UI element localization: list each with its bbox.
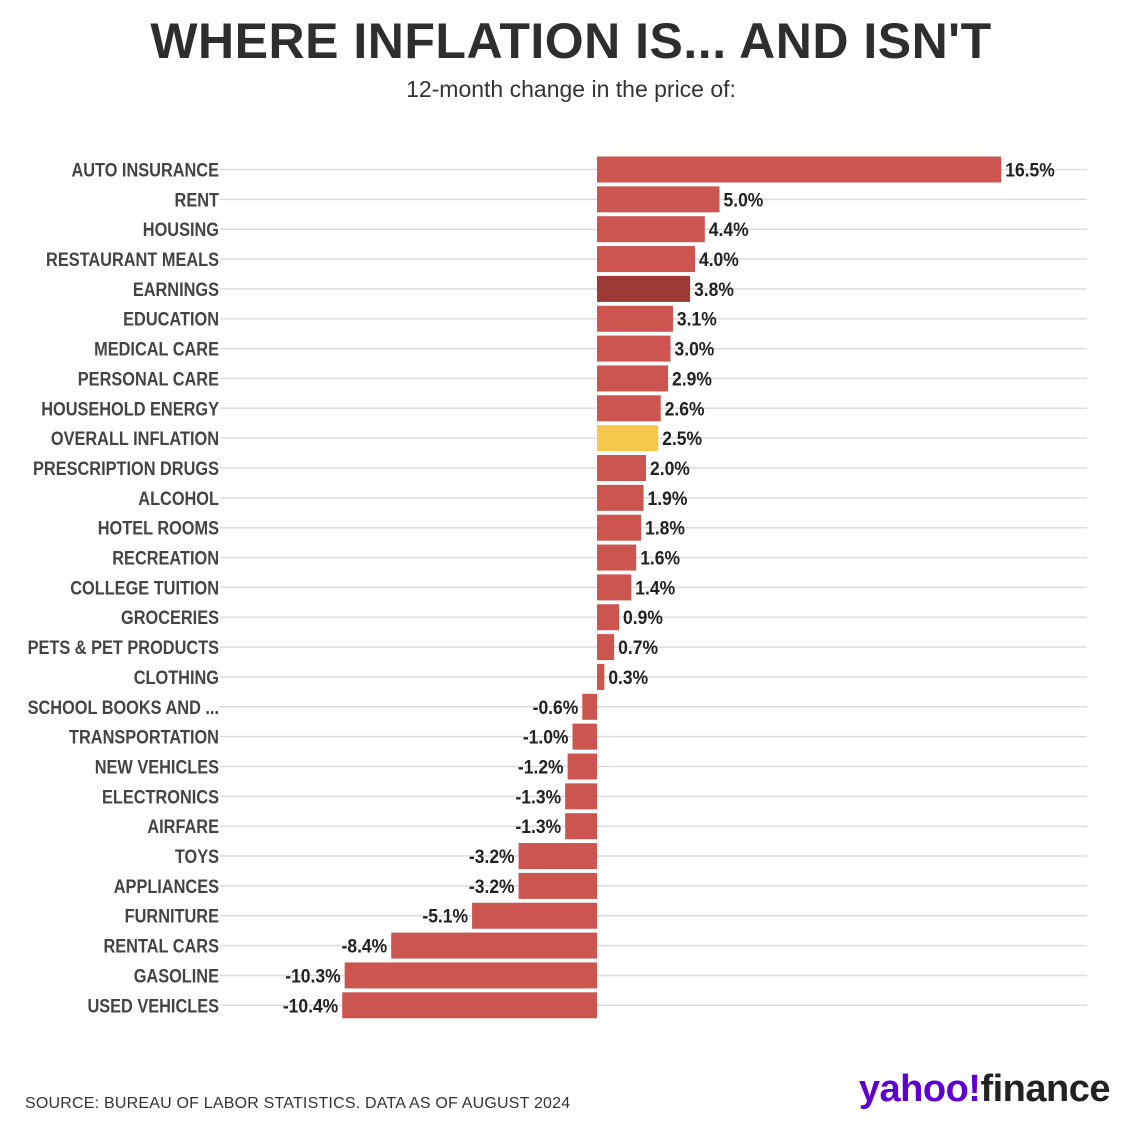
bar — [597, 484, 644, 511]
bar — [597, 634, 615, 661]
category-label: MEDICAL CARE — [94, 338, 219, 359]
bar — [565, 813, 597, 840]
category-label: AUTO INSURANCE — [71, 159, 219, 180]
category-label: COLLEGE TUITION — [70, 577, 219, 598]
bar — [597, 335, 671, 362]
bar — [597, 663, 605, 690]
value-label: -8.4% — [342, 935, 388, 957]
category-label: PERSONAL CARE — [78, 368, 219, 389]
category-label: AIRFARE — [147, 816, 219, 837]
value-label: -1.3% — [515, 786, 561, 808]
value-label: -1.0% — [523, 726, 569, 748]
category-label: ALCOHOL — [138, 488, 219, 509]
value-label: 3.8% — [694, 278, 734, 300]
category-label: APPLIANCES — [114, 876, 219, 897]
value-label: 1.8% — [645, 517, 685, 539]
value-label: 3.1% — [677, 308, 717, 330]
value-label: 2.5% — [662, 427, 702, 449]
bar — [567, 753, 597, 780]
value-label: -10.3% — [285, 965, 340, 987]
bar — [597, 604, 620, 631]
value-label: -5.1% — [422, 905, 468, 927]
value-label: 4.0% — [699, 248, 739, 270]
category-label: GROCERIES — [121, 607, 219, 628]
bar — [597, 395, 661, 422]
bar — [597, 455, 646, 481]
category-label: TRANSPORTATION — [69, 726, 219, 747]
bar-chart: AUTO INSURANCE 16.5% RENT 5.0% HOUSING 4.4% RE… — [28, 156, 1087, 1019]
value-label: 0.3% — [608, 666, 648, 688]
bar — [518, 843, 597, 870]
category-label: PRESCRIPTION DRUGS — [33, 458, 219, 479]
bar — [597, 156, 1002, 183]
category-label: HOTEL ROOMS — [98, 518, 219, 539]
category-label: RENTAL CARS — [104, 935, 220, 956]
source-note: SOURCE: BUREAU OF LABOR STATISTICS. DATA… — [25, 1095, 571, 1112]
bar — [342, 992, 597, 1019]
chart-title: WHERE INFLATION IS... AND ISN'T — [150, 13, 992, 69]
value-label: 2.6% — [665, 398, 705, 420]
category-label: SCHOOL BOOKS AND ... — [28, 697, 219, 718]
value-label: 2.9% — [672, 368, 712, 390]
bar — [518, 872, 597, 899]
bar — [391, 932, 597, 959]
bar — [597, 246, 695, 273]
bar — [565, 783, 597, 810]
bar — [597, 365, 669, 392]
value-label: 4.4% — [709, 219, 749, 241]
bar — [582, 693, 597, 720]
yahoo-finance-logo: yahoo!finance — [858, 1068, 1111, 1111]
category-label: RECREATION — [112, 547, 219, 568]
category-label: TOYS — [175, 846, 219, 867]
value-label: -3.2% — [469, 875, 515, 897]
bar — [344, 962, 597, 989]
value-label: 1.6% — [640, 547, 680, 569]
bar — [597, 514, 642, 541]
category-label: HOUSING — [143, 219, 219, 240]
value-label: 1.9% — [648, 487, 688, 509]
category-label: USED VEHICLES — [87, 995, 219, 1016]
bar — [597, 216, 705, 243]
bar — [597, 186, 720, 213]
category-label: NEW VEHICLES — [95, 756, 219, 777]
category-label: ELECTRONICS — [102, 786, 219, 807]
logo-brand: yahoo! — [858, 1068, 981, 1110]
bar — [597, 544, 637, 571]
value-label: -1.3% — [515, 816, 561, 838]
logo-product: finance — [980, 1068, 1110, 1110]
value-label: -10.4% — [283, 995, 338, 1017]
value-label: 0.7% — [618, 636, 658, 658]
value-label: -0.6% — [533, 696, 579, 718]
category-label: EDUCATION — [123, 309, 219, 330]
category-label: HOUSEHOLD ENERGY — [41, 398, 219, 419]
category-label: FURNITURE — [125, 906, 219, 927]
value-label: 5.0% — [724, 189, 764, 211]
bar — [472, 902, 597, 929]
category-label: PETS & PET PRODUCTS — [28, 637, 220, 658]
value-label: 1.4% — [635, 577, 675, 599]
category-label: CLOTHING — [134, 667, 219, 688]
value-label: 3.0% — [675, 338, 715, 360]
bar — [597, 275, 691, 302]
value-label: -1.2% — [518, 756, 564, 778]
chart-subtitle: 12-month change in the price of: — [406, 76, 736, 102]
bar — [597, 305, 673, 332]
value-label: 0.9% — [623, 607, 663, 629]
value-label: -3.2% — [469, 845, 515, 867]
value-label: 16.5% — [1005, 159, 1055, 181]
category-label: RESTAURANT MEALS — [46, 249, 219, 270]
bar — [572, 723, 597, 750]
bar — [597, 425, 659, 452]
category-label: RENT — [175, 189, 220, 210]
value-label: 2.0% — [650, 457, 690, 479]
category-label: EARNINGS — [133, 279, 219, 300]
category-label: OVERALL INFLATION — [51, 428, 219, 449]
bar — [597, 574, 632, 601]
category-label: GASOLINE — [134, 965, 219, 986]
